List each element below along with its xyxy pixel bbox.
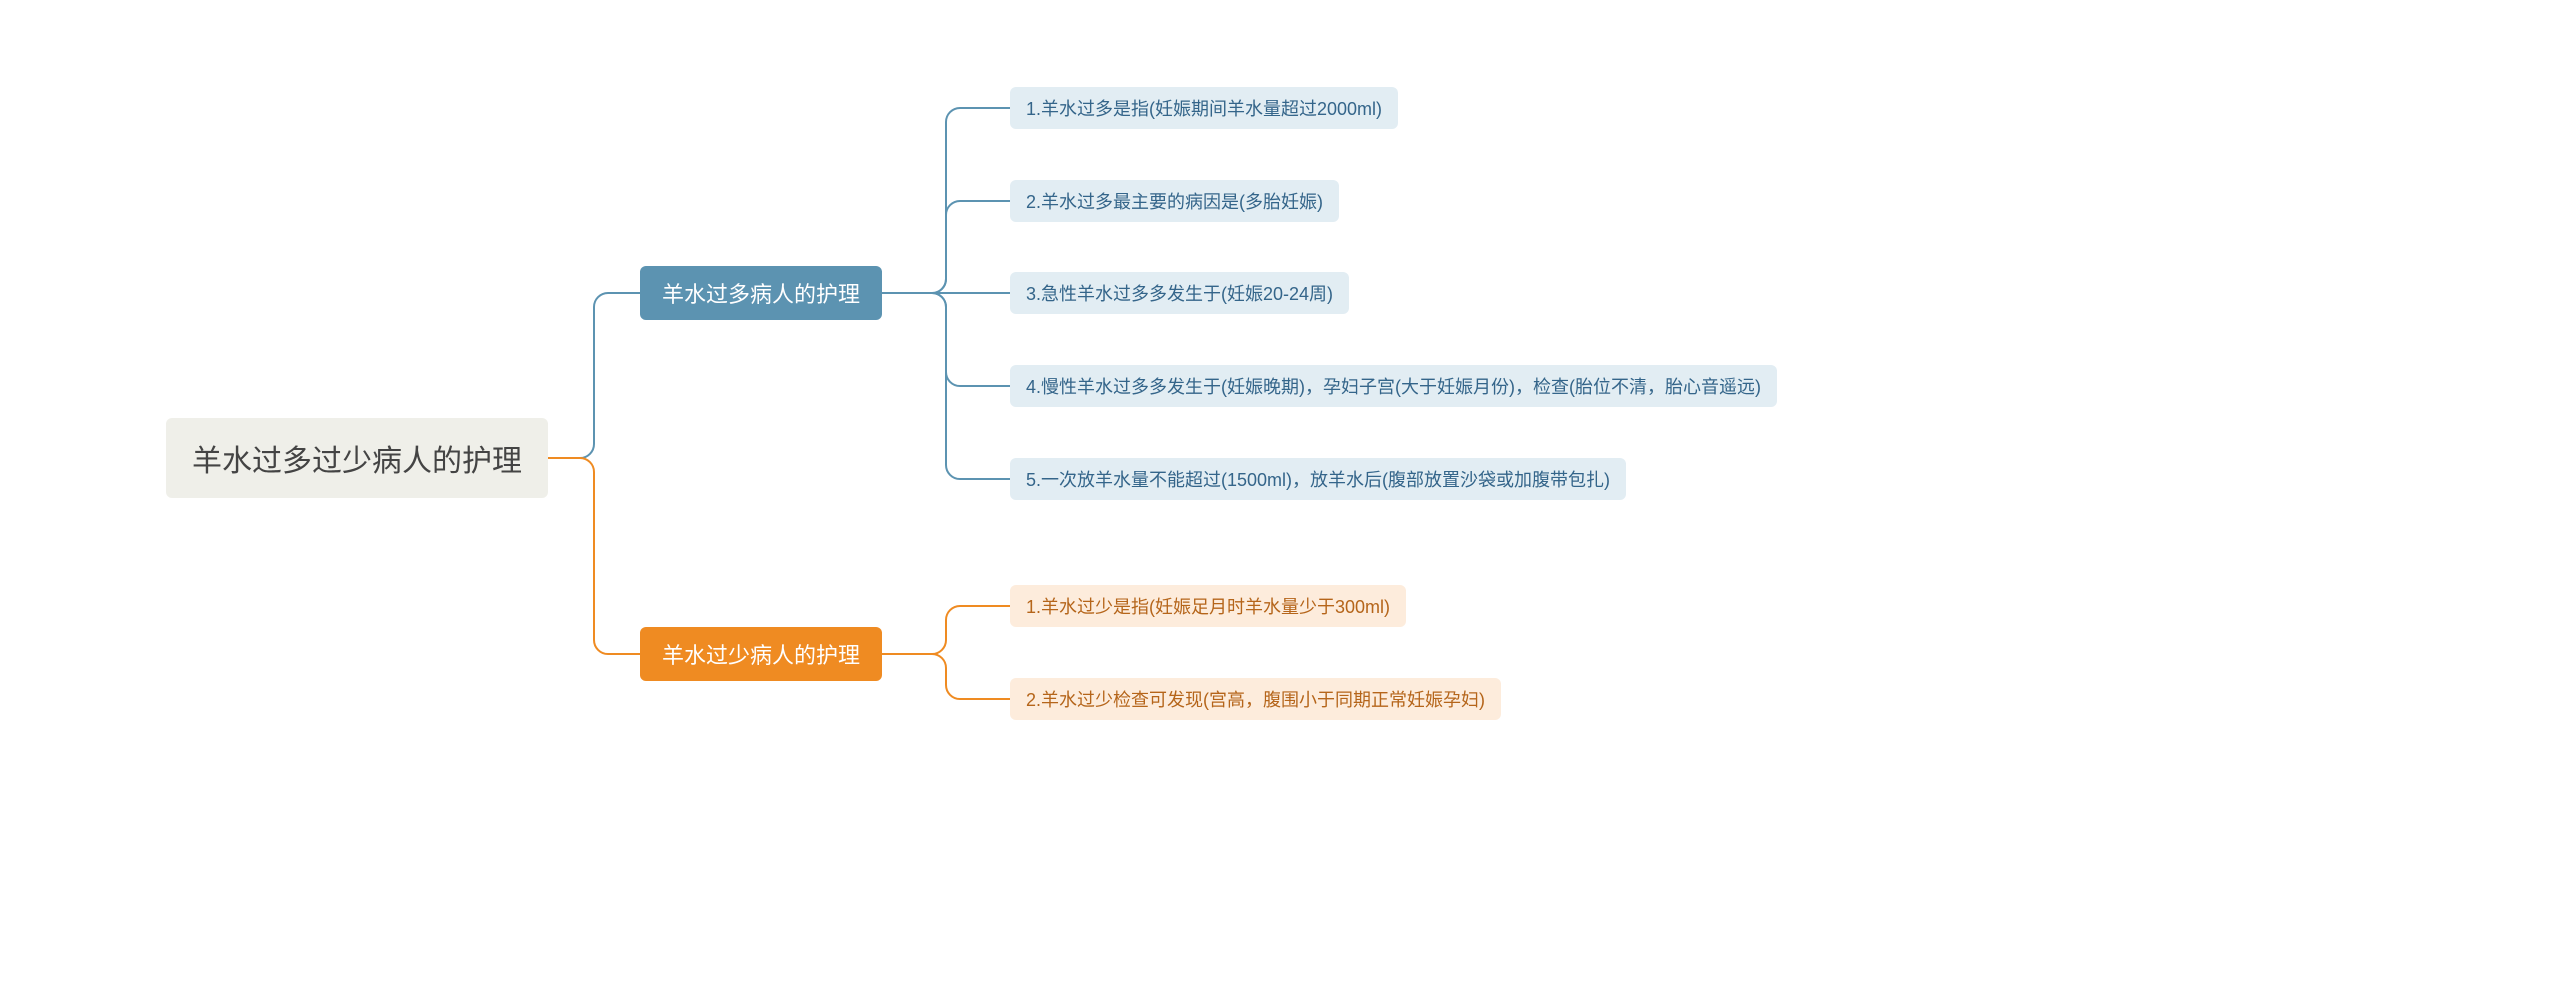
connector bbox=[882, 293, 1010, 386]
leaf-node[interactable]: 2.羊水过多最主要的病因是(多胎妊娠) bbox=[1010, 180, 1339, 222]
leaf-label: 1.羊水过少是指(妊娠足月时羊水量少于300ml) bbox=[1026, 593, 1390, 619]
leaf-label: 4.慢性羊水过多多发生于(妊娠晚期)，孕妇子宫(大于妊娠月份)，检查(胎位不清，… bbox=[1026, 373, 1761, 399]
connector bbox=[882, 201, 1010, 293]
connector bbox=[882, 108, 1010, 293]
leaf-node[interactable]: 1.羊水过少是指(妊娠足月时羊水量少于300ml) bbox=[1010, 585, 1406, 627]
connector bbox=[882, 293, 1010, 479]
branch-label: 羊水过少病人的护理 bbox=[662, 638, 860, 670]
leaf-label: 2.羊水过少检查可发现(宫高，腹围小于同期正常妊娠孕妇) bbox=[1026, 686, 1485, 712]
leaf-label: 2.羊水过多最主要的病因是(多胎妊娠) bbox=[1026, 188, 1323, 214]
leaf-node[interactable]: 5.一次放羊水量不能超过(1500ml)，放羊水后(腹部放置沙袋或加腹带包扎) bbox=[1010, 458, 1626, 500]
branch-node-b2[interactable]: 羊水过少病人的护理 bbox=[640, 627, 882, 681]
leaf-node[interactable]: 3.急性羊水过多多发生于(妊娠20-24周) bbox=[1010, 272, 1349, 314]
leaf-label: 3.急性羊水过多多发生于(妊娠20-24周) bbox=[1026, 280, 1333, 306]
leaf-node[interactable]: 2.羊水过少检查可发现(宫高，腹围小于同期正常妊娠孕妇) bbox=[1010, 678, 1501, 720]
branch-label: 羊水过多病人的护理 bbox=[662, 277, 860, 309]
connector bbox=[548, 293, 640, 458]
leaf-label: 5.一次放羊水量不能超过(1500ml)，放羊水后(腹部放置沙袋或加腹带包扎) bbox=[1026, 466, 1610, 492]
leaf-node[interactable]: 4.慢性羊水过多多发生于(妊娠晚期)，孕妇子宫(大于妊娠月份)，检查(胎位不清，… bbox=[1010, 365, 1777, 407]
branch-node-b1[interactable]: 羊水过多病人的护理 bbox=[640, 266, 882, 320]
leaf-node[interactable]: 1.羊水过多是指(妊娠期间羊水量超过2000ml) bbox=[1010, 87, 1398, 129]
root-label: 羊水过多过少病人的护理 bbox=[192, 436, 522, 480]
connector bbox=[882, 654, 1010, 699]
connector bbox=[548, 458, 640, 654]
leaf-label: 1.羊水过多是指(妊娠期间羊水量超过2000ml) bbox=[1026, 95, 1382, 121]
connector bbox=[882, 606, 1010, 654]
root-node[interactable]: 羊水过多过少病人的护理 bbox=[166, 418, 548, 498]
